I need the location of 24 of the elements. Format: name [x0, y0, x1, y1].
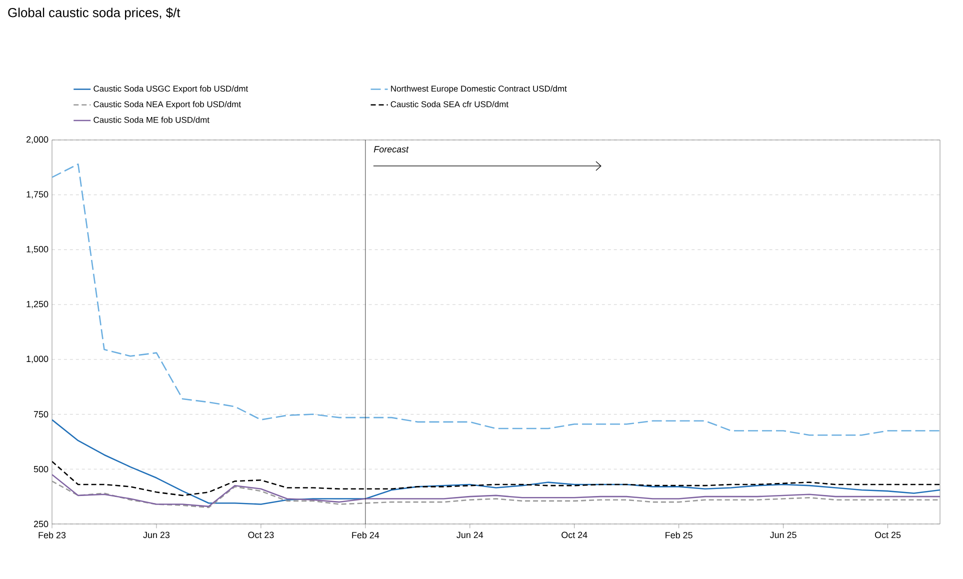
legend-label: Caustic Soda ME fob USD/dmt — [94, 116, 210, 123]
y-tick-label: 500 — [34, 466, 48, 472]
ref-line-label: Forecast — [374, 146, 409, 152]
x-tick-label: Jun 24 — [456, 532, 484, 538]
chart-title: Global caustic soda prices, $/t — [8, 8, 180, 20]
legend-label: Caustic Soda SEA cfr USD/dmt — [390, 101, 508, 108]
x-tick-label: Oct 24 — [562, 532, 588, 538]
legend-label: Northwest Europe Domestic Contract USD/dmt — [391, 85, 567, 94]
y-tick-label: 1,750 — [26, 191, 48, 199]
y-tick-label: 2,000 — [26, 136, 48, 144]
y-tick-label: 1,500 — [26, 246, 48, 254]
y-tick-label: 1,250 — [26, 300, 48, 308]
x-tick-label: Oct 25 — [874, 532, 901, 538]
legend-label: Caustic Soda USGC Export fob USD/dmt — [94, 85, 248, 94]
x-tick-label: Jun 23 — [143, 532, 170, 538]
y-tick-label: 750 — [34, 411, 48, 418]
y-tick-label: 250 — [34, 520, 48, 528]
x-tick-label: Jun 25 — [770, 532, 796, 538]
y-tick-label: 1,000 — [26, 356, 48, 364]
x-tick-label: Feb 25 — [666, 532, 692, 538]
x-tick-label: Oct 23 — [248, 532, 274, 538]
x-tick-label: Feb 24 — [352, 532, 380, 538]
x-tick-label: Feb 23 — [38, 532, 66, 538]
legend-label: Caustic Soda NEA Export fob USD/dmt — [94, 101, 241, 109]
